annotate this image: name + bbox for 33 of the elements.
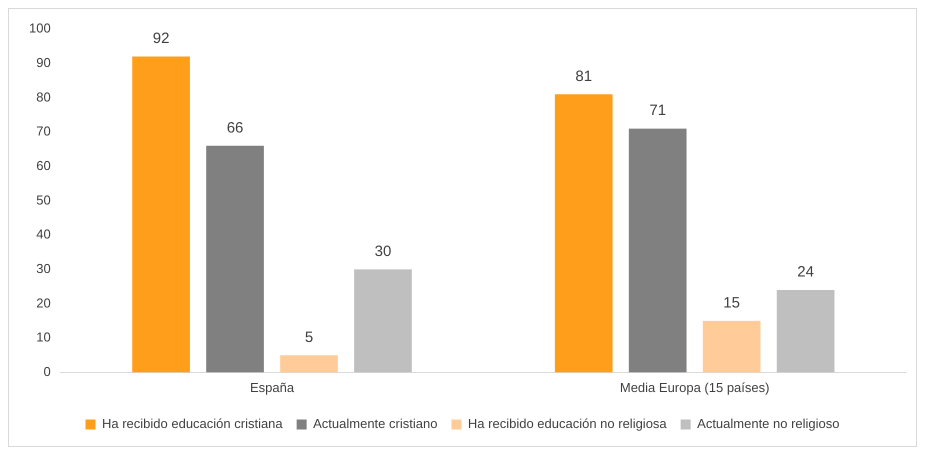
data-label: 92 — [152, 30, 170, 48]
bar — [206, 146, 264, 372]
y-tick-label: 50 — [36, 192, 51, 208]
data-label: 24 — [797, 264, 814, 281]
x-tick-label: Media Europa (15 países) — [620, 380, 770, 395]
bar — [628, 128, 687, 372]
bar — [354, 269, 412, 372]
bar — [776, 290, 834, 372]
legend-label: Actualmente cristiano — [313, 416, 438, 432]
y-tick-label: 0 — [43, 364, 51, 379]
data-label: 66 — [226, 119, 244, 136]
y-tick-label: 80 — [36, 89, 51, 104]
x-tick-label: España — [250, 380, 295, 395]
data-label: 30 — [374, 243, 392, 260]
y-tick-label: 90 — [36, 54, 51, 70]
y-tick-label: 100 — [28, 20, 51, 36]
bar — [702, 320, 760, 372]
y-tick-label: 10 — [36, 330, 51, 345]
y-tick-label: 30 — [36, 260, 51, 276]
y-tick-label: 70 — [36, 124, 51, 139]
legend-label: Ha recibido educación no religiosa — [468, 416, 668, 432]
bar — [280, 355, 338, 372]
data-label: 81 — [575, 68, 592, 85]
y-tick-label: 20 — [36, 295, 51, 310]
data-label: 15 — [723, 294, 740, 312]
legend-label: Ha recibido educación cristiana — [102, 416, 284, 432]
legend-label: Actualmente no religioso — [697, 416, 840, 432]
data-label: 5 — [304, 328, 314, 346]
bar — [132, 56, 190, 372]
data-label: 71 — [649, 102, 666, 120]
bar — [554, 94, 613, 372]
y-tick-label: 60 — [36, 158, 51, 173]
y-tick-label: 40 — [36, 226, 51, 242]
